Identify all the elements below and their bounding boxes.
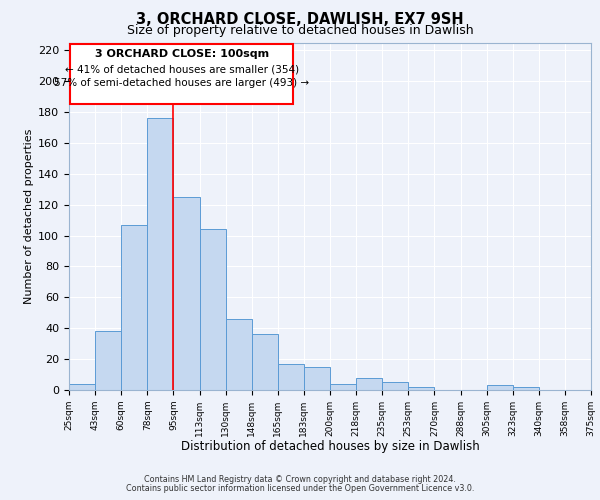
- Bar: [409, 387, 434, 390]
- Text: 57% of semi-detached houses are larger (493) →: 57% of semi-detached houses are larger (…: [55, 78, 310, 88]
- Bar: [487, 386, 513, 390]
- Bar: [330, 384, 356, 390]
- Bar: [199, 230, 226, 390]
- X-axis label: Distribution of detached houses by size in Dawlish: Distribution of detached houses by size …: [181, 440, 479, 454]
- FancyBboxPatch shape: [70, 44, 293, 104]
- Text: Contains HM Land Registry data © Crown copyright and database right 2024.: Contains HM Land Registry data © Crown c…: [144, 475, 456, 484]
- Bar: [278, 364, 304, 390]
- Bar: [69, 384, 95, 390]
- Text: 3 ORCHARD CLOSE: 100sqm: 3 ORCHARD CLOSE: 100sqm: [95, 48, 269, 58]
- Bar: [121, 224, 148, 390]
- Bar: [382, 382, 409, 390]
- Bar: [226, 319, 252, 390]
- Y-axis label: Number of detached properties: Number of detached properties: [24, 128, 34, 304]
- Bar: [304, 367, 330, 390]
- Bar: [252, 334, 278, 390]
- Bar: [513, 387, 539, 390]
- Bar: [356, 378, 382, 390]
- Text: Size of property relative to detached houses in Dawlish: Size of property relative to detached ho…: [127, 24, 473, 37]
- Text: 3, ORCHARD CLOSE, DAWLISH, EX7 9SH: 3, ORCHARD CLOSE, DAWLISH, EX7 9SH: [136, 12, 464, 28]
- Bar: [148, 118, 173, 390]
- Bar: [95, 332, 121, 390]
- Bar: [173, 197, 199, 390]
- Text: Contains public sector information licensed under the Open Government Licence v3: Contains public sector information licen…: [126, 484, 474, 493]
- Text: ← 41% of detached houses are smaller (354): ← 41% of detached houses are smaller (35…: [65, 64, 299, 74]
